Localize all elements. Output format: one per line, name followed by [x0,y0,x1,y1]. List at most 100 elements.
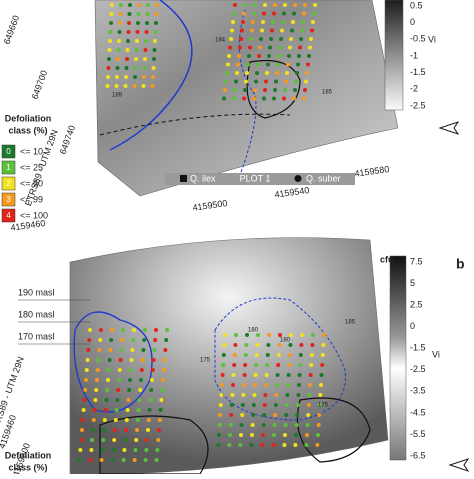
tree-dot [303,3,307,7]
tree-dot [90,438,95,442]
tree-dot [165,328,169,332]
tree-dot [129,358,134,362]
tree-dot [253,383,257,387]
class-label: <= 25 [20,162,43,172]
tree-dot [263,393,268,397]
tree-dot [139,378,143,382]
tree-dot [145,21,149,25]
class-swatch [1,160,16,175]
class-code: 2 [6,179,11,188]
tree-dot [319,383,323,387]
tree-dot [259,37,263,41]
tree-dot [284,79,288,84]
tree-dot [117,368,122,372]
tree-dot [103,408,108,412]
tree-dot [104,398,109,402]
tree-dot [119,348,124,352]
tree-dot [274,79,278,84]
tree-dot [143,48,148,52]
tree-dot [82,398,87,402]
tree-dot [116,57,120,61]
tree-dot [133,448,138,452]
tree-dot [242,383,246,387]
tree-dot [271,20,275,24]
tree-dot [151,358,156,362]
tree-dot [142,75,146,79]
tree-dot [239,37,243,41]
tree-dot [126,39,130,43]
tree-dot [243,363,248,367]
tree-dot [109,338,114,342]
tree-dot [288,45,292,50]
tree-dot [231,373,236,377]
tree-dot [287,54,291,58]
colorbar-title: cfu [380,254,394,264]
tree-dot [241,20,245,24]
tree-dot [110,328,114,332]
tree-dot [120,338,125,342]
tree-dot [149,388,154,392]
tree-dot [275,373,280,377]
tree-dot [313,3,317,7]
legend-title: class (%) [8,462,47,472]
tree-dot [277,54,281,58]
tree-dot [131,338,136,342]
tree-dot [159,398,164,402]
class-code: 0 [6,147,11,156]
tree-dot [134,57,138,61]
tree-dot [264,79,268,84]
tree-dot [298,353,303,357]
legend-title: Defoliation [5,450,52,460]
contour [109,0,193,151]
contour [99,415,209,475]
tree-dot [269,37,273,41]
tree-dot [105,388,110,392]
class-swatch [1,144,16,159]
tree-dot [106,66,111,70]
tree-dot [128,378,132,382]
tree-dot [227,443,232,447]
tree-dot [312,11,316,16]
colorbar-label: -6.5 [410,450,426,460]
tree-dot [118,12,123,16]
tree-dot [222,343,227,347]
tree-dot [294,79,298,84]
tree-dot [114,408,119,412]
tree-dot [132,458,137,462]
tree-dot [118,358,123,362]
tree-dot [267,333,271,337]
tree-dot [282,96,286,101]
tree-dot [154,21,158,25]
tree-dot [248,45,252,50]
class-code: 4 [6,211,11,220]
tree-dot [231,383,235,387]
height-label: 180 masl [18,309,55,319]
tree-dot [306,413,311,417]
tree-dot [297,54,301,58]
tree-dot [111,448,116,452]
tree-dot [244,79,248,84]
tree-dot [226,62,230,67]
legend-text: PLOT 1 [240,173,271,183]
tree-dot [299,343,304,347]
tree-dot [157,428,161,432]
class-swatch [1,208,16,223]
tree-dot [80,428,84,432]
tree-dot [145,438,150,442]
tree-dot [304,79,308,84]
tree-dot [132,84,137,88]
class-label: <= 100 [20,210,48,220]
tree-dot [272,423,277,427]
tree-dot [162,358,167,362]
tree-dot [222,96,226,101]
tree-dot [273,403,278,407]
tree-dot [253,3,257,7]
colorbar-label: 2.5 [410,299,423,309]
tree-dot [136,12,141,16]
tree-dot [216,443,221,447]
tree-dot [151,75,155,79]
tree-dot [227,54,231,58]
tree-dot [311,333,315,337]
tree-dot [116,48,121,52]
contour [296,397,371,463]
